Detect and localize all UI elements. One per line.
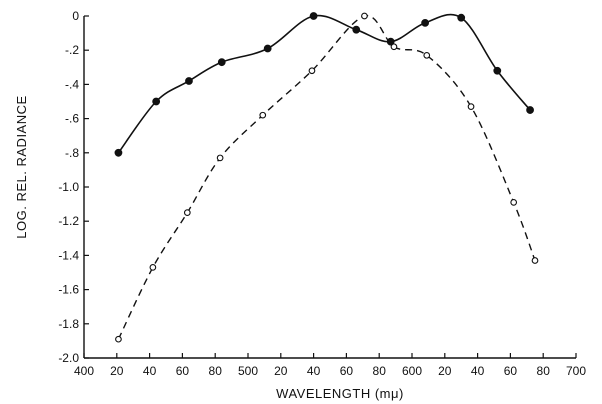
data-point-filled (309, 12, 318, 20)
data-point-open (259, 111, 267, 119)
x-tick-label: 40 (307, 364, 321, 378)
x-tick-label: 40 (471, 364, 485, 378)
x-tick-label: 20 (274, 364, 288, 378)
data-point-filled (386, 37, 395, 46)
data-point-open (149, 264, 157, 271)
y-tick-label: -.4 (65, 77, 79, 91)
x-tick-label: 40 (143, 364, 157, 378)
data-point-open (390, 43, 398, 51)
x-tick-label: 80 (537, 364, 551, 378)
y-tick-label: -.6 (65, 112, 79, 126)
x-tick-label: 20 (438, 364, 452, 378)
y-tick-label: -1.4 (58, 248, 79, 262)
y-tick-label: -2.0 (58, 351, 79, 365)
x-tick-labels: 400 20 40 60 80 500 20 40 60 80 600 20 40 60 80 700 (74, 364, 586, 378)
data-point-open (308, 67, 316, 75)
data-point-filled (352, 25, 361, 34)
series-line-solid (117, 13, 531, 154)
data-point-filled (263, 44, 272, 53)
series-group (114, 12, 539, 343)
y-tick-label: -.2 (65, 43, 79, 57)
x-tick-label: 80 (373, 364, 387, 378)
data-point-open (423, 51, 431, 59)
data-point-filled (526, 106, 534, 114)
data-point-open (531, 257, 539, 264)
y-tick-label: 0 (72, 9, 79, 23)
data-point-filled (185, 77, 193, 85)
y-tick-label: -1.6 (58, 283, 79, 297)
y-tick-label: -.8 (65, 146, 79, 160)
x-tick-label: 500 (238, 364, 258, 378)
y-tick-label: -1.2 (58, 214, 79, 228)
x-tick-label: 600 (402, 364, 422, 378)
axes (83, 16, 576, 359)
tick-marks (83, 15, 577, 359)
data-point-filled (421, 18, 430, 27)
y-tick-labels: 0 -.2 -.4 -.6 -.8 -1.0 -1.2 -1.4 -1.6 -1.8 -2.0 (58, 9, 79, 365)
data-point-filled (114, 148, 123, 157)
data-point-open (361, 12, 368, 20)
y-tick-label: -1.0 (58, 180, 79, 194)
y-axis-title: LOG. REL. RADIANCE (14, 95, 29, 238)
x-tick-label: 400 (74, 364, 94, 378)
data-point-open (216, 154, 224, 162)
data-point-open (467, 103, 475, 110)
series-line-dashed (117, 15, 536, 340)
x-tick-label: 60 (340, 364, 354, 378)
data-point-open (510, 199, 518, 206)
data-point-open (115, 335, 122, 343)
x-tick-label: 20 (110, 364, 124, 378)
x-tick-label: 700 (566, 364, 586, 378)
x-axis-title: WAVELENGTH (mμ) (276, 386, 404, 401)
y-tick-label: -1.8 (58, 317, 79, 331)
x-tick-label: 60 (176, 364, 190, 378)
data-point-filled (217, 58, 226, 67)
x-tick-label: 60 (504, 364, 518, 378)
data-point-open (183, 209, 191, 216)
x-tick-label: 80 (209, 364, 223, 378)
data-point-filled (493, 66, 502, 75)
data-point-filled (152, 97, 161, 106)
data-point-filled (457, 13, 466, 22)
